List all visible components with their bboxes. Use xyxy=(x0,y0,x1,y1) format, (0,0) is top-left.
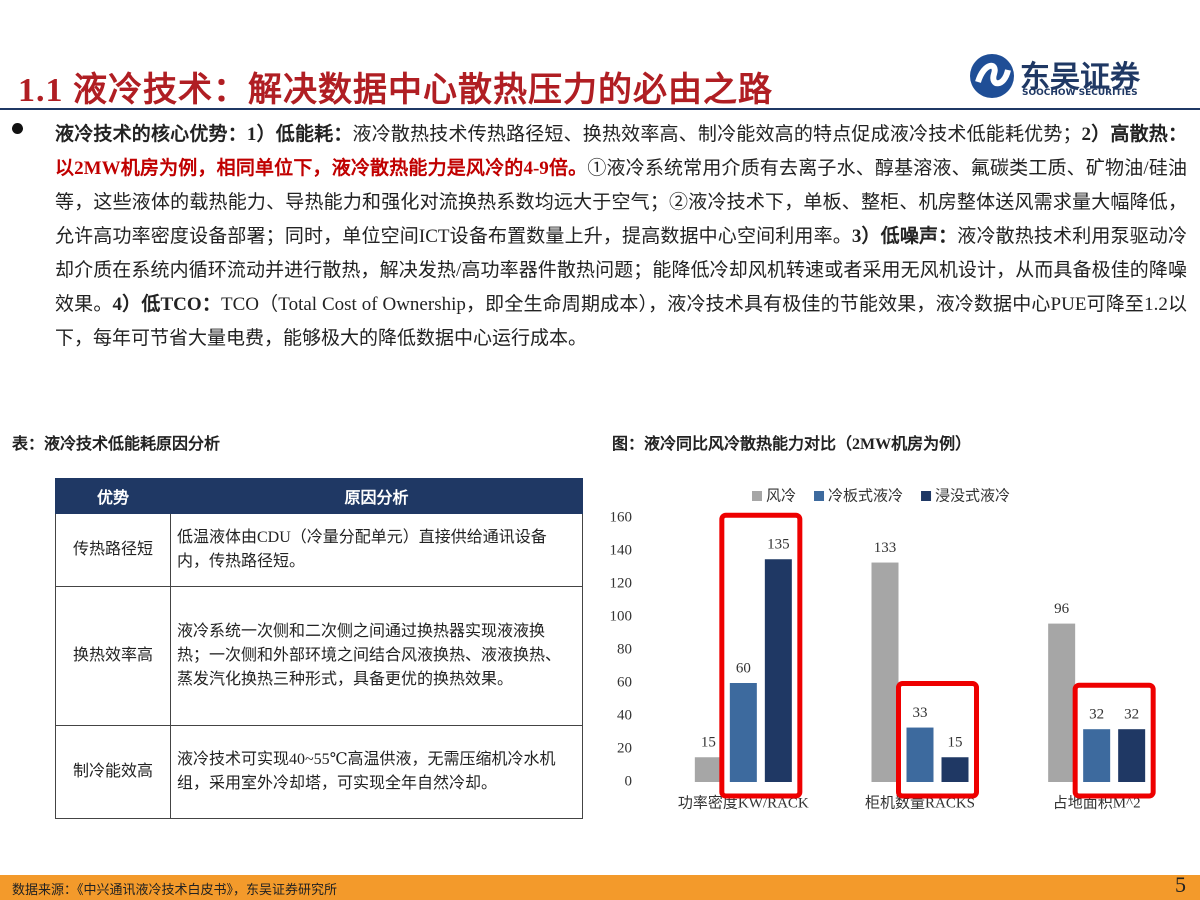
paragraph: 液冷技术的核心优势：1）低能耗：液冷散热技术传热路径短、换热效率高、制冷能效高的… xyxy=(55,118,1187,356)
bar xyxy=(1048,623,1076,782)
footer-bar xyxy=(0,875,1200,900)
x-tick-label: 柜机数量RACKS xyxy=(865,794,975,811)
x-tick-label: 功率密度KW/RACK xyxy=(678,794,809,811)
table-row: 换热效率高 液冷系统一次侧和二次侧之间通过换热器实现液液换热；一次侧和外部环境之… xyxy=(55,586,583,726)
bar xyxy=(764,559,792,782)
highlight-frame xyxy=(896,681,979,799)
chart-caption: 图：液冷同比风冷散热能力对比（2MW机房为例） xyxy=(612,436,972,453)
title-rule xyxy=(0,108,1200,110)
highlight-frame xyxy=(1072,682,1156,799)
table-caption: 表：液冷技术低能耗原因分析 xyxy=(12,436,221,453)
header-cell: 原因分析 xyxy=(170,478,583,514)
y-tick-label: 160 xyxy=(610,509,633,525)
y-tick-label: 100 xyxy=(610,608,633,624)
bar xyxy=(906,727,934,782)
y-tick-label: 140 xyxy=(610,542,633,558)
data-label: 96 xyxy=(1054,601,1070,617)
table-row: 制冷能效高 液冷技术可实现40~55℃高温供液，无需压缩机冷水机组，采用室外冷却… xyxy=(55,725,583,819)
data-label: 135 xyxy=(767,537,790,553)
text: ①液冷系统常用介质有去离子水、醇基溶液、氟碳类工质、矿物油/硅油等，这些液体的载… xyxy=(55,158,1188,247)
cell: 传热路径短 xyxy=(55,513,171,587)
data-label: 133 xyxy=(874,540,897,556)
data-label: 33 xyxy=(913,705,928,721)
legend-swatch xyxy=(814,491,825,501)
bar xyxy=(1118,729,1146,782)
data-label: 32 xyxy=(1089,707,1104,723)
bar xyxy=(941,757,969,782)
legend-label: 风冷 xyxy=(766,487,796,504)
logo-subtext: SOOCHOW SECURITIES xyxy=(1022,88,1138,98)
y-tick-label: 0 xyxy=(625,773,633,789)
bar xyxy=(871,562,899,782)
header-cell: 优势 xyxy=(55,478,171,514)
y-tick-label: 60 xyxy=(617,674,632,690)
text: 液冷散热技术传热路径短、换热效率高、制冷能效高的特点促成液冷技术低能耗优势； xyxy=(352,124,1082,145)
cell: 低温液体由CDU（冷量分配单元）直接供给通讯设备内，传热路径短。 xyxy=(170,513,583,587)
data-label: 15 xyxy=(701,735,716,751)
data-label: 60 xyxy=(736,660,751,676)
highlight-frame xyxy=(719,512,803,799)
cell: 液冷技术可实现40~55℃高温供液，无需压缩机冷水机组，采用室外冷却塔，可实现全… xyxy=(170,725,583,819)
text-bold: 3）低噪声： xyxy=(851,226,958,247)
text: 液冷散热技术利用泵驱动冷却介质在系统内循环流动并进行散热，解决发热/高功率器件散… xyxy=(55,226,1187,315)
legend-label: 冷板式液冷 xyxy=(828,486,903,504)
bullet xyxy=(12,123,23,134)
y-tick-label: 20 xyxy=(617,740,632,756)
y-tick-label: 80 xyxy=(617,641,632,657)
cell: 液冷系统一次侧和二次侧之间通过换热器实现液液换热；一次侧和外部环境之间结合风液换… xyxy=(170,586,583,726)
text-bold: 4）低TCO： xyxy=(112,294,221,315)
text-bold: 1）低能耗： xyxy=(246,124,353,145)
table: 优势 原因分析 传热路径短 低温液体由CDU（冷量分配单元）直接供给通讯设备内，… xyxy=(55,478,583,819)
bar xyxy=(694,757,722,782)
text-bold: 液冷技术的核心优势： xyxy=(55,124,247,145)
x-tick-label: 占地面积M^2 xyxy=(1053,794,1141,811)
text-highlight: 以2MW机房为例，相同单位下，液冷散热能力是风冷的4-9倍。 xyxy=(55,158,588,179)
bar xyxy=(729,683,757,782)
table-row: 传热路径短 低温液体由CDU（冷量分配单元）直接供给通讯设备内，传热路径短。 xyxy=(55,513,583,587)
legend-swatch xyxy=(921,491,932,501)
cell: 换热效率高 xyxy=(55,586,171,726)
data-label: 15 xyxy=(948,735,963,751)
bar xyxy=(1083,729,1111,782)
text-bold: 2）高散热： xyxy=(1081,124,1187,145)
logo: 东吴证券 SOOCHOW SECURITIES xyxy=(968,52,1158,100)
y-tick-label: 120 xyxy=(610,575,633,591)
table-header: 优势 原因分析 xyxy=(55,478,583,514)
page-number: 5 xyxy=(1175,872,1186,897)
data-label: 32 xyxy=(1124,707,1139,723)
chart: 0 20 40 60 80 100 120 140 160 风冷 冷板式液冷 浸没式液冷功率密度KW/… xyxy=(610,486,1156,811)
logo-text: 东吴证券 xyxy=(1020,60,1140,95)
slide-title: 1.1 液冷技术：解决数据中心散热压力的必由之路 xyxy=(18,72,773,109)
legend-label: 浸没式液冷 xyxy=(935,487,1010,504)
legend-swatch xyxy=(752,491,762,501)
source-note: 数据来源：《中兴通讯液冷技术白皮书》，东吴证券研究所 xyxy=(12,882,338,897)
text: TCO（Total Cost of Ownership，即全生命周期成本），液冷… xyxy=(55,294,1187,349)
y-tick-label: 40 xyxy=(617,707,632,723)
cell: 制冷能效高 xyxy=(55,725,171,819)
logo-icon xyxy=(970,54,1014,98)
